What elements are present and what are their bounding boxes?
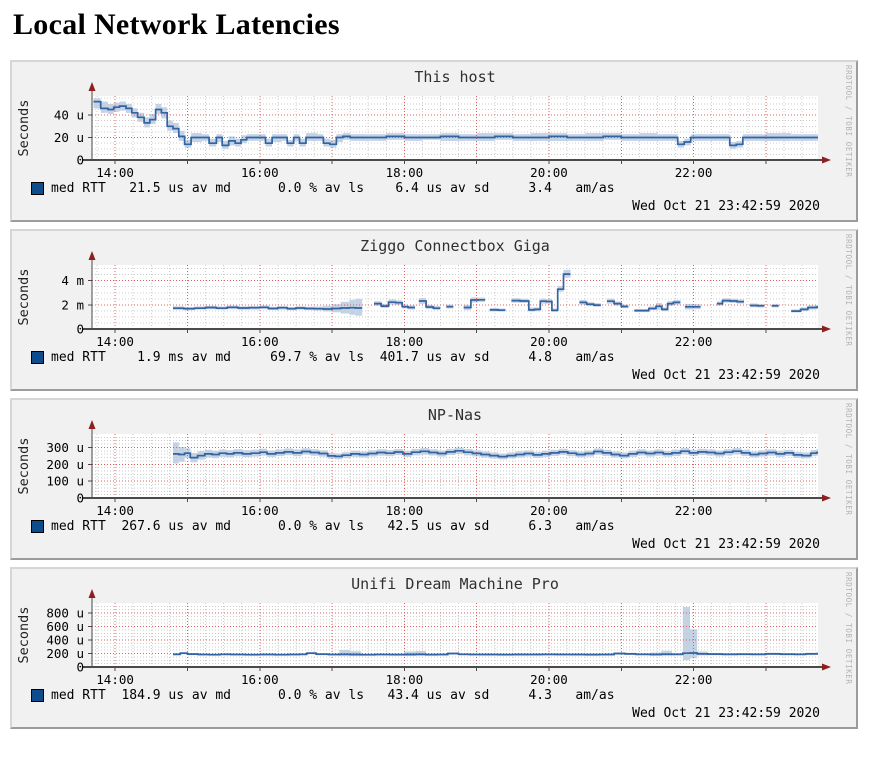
rrdtool-credit: RRDTOOL / TOBI OETIKER — [844, 403, 853, 516]
chart-date: Wed Oct 21 23:42:59 2020 — [632, 706, 820, 721]
chart-plot: 0 2 m 4 m 14:00 16:00 18:00 20:00 22:00 Seconds — [16, 251, 831, 349]
x-tick-label: 18:00 — [386, 334, 424, 349]
legend-text: med RTT 1.9 ms av md 69.7 % av ls 401.7 … — [51, 350, 615, 365]
plot-canvas — [92, 96, 818, 160]
y-tick-label: 200 u — [46, 646, 84, 661]
y-tick-label: 0 — [76, 322, 84, 337]
latency-graph-panel[interactable]: 0 20 u 40 u 14:00 16:00 18:00 20:00 22:00 Second… — [10, 60, 858, 222]
y-axis-arrow-icon — [88, 589, 96, 598]
y-tick-label: 800 u — [46, 606, 84, 621]
chart-plot: 0 100 u 200 u 300 u 14:00 16:00 18:00 20:00 22:0… — [16, 420, 831, 518]
x-tick-label: 16:00 — [241, 503, 279, 518]
x-axis-arrow-icon — [822, 156, 831, 164]
y-axis-arrow-icon — [88, 82, 96, 91]
chart-legend: med RTT 21.5 us av md 0.0 % av ls 6.4 us… — [31, 181, 615, 196]
median-line — [173, 449, 818, 459]
y-tick-label: 200 u — [46, 457, 84, 472]
median-line — [93, 100, 818, 147]
x-tick-label: 20:00 — [530, 672, 568, 687]
chart-legend: med RTT 184.9 us av md 0.0 % av ls 43.4 … — [31, 688, 615, 703]
x-tick-label: 18:00 — [386, 672, 424, 687]
x-axis-arrow-icon — [822, 663, 831, 671]
x-tick-label: 14:00 — [96, 503, 134, 518]
chart-title: Ziggo Connectbox Giga — [360, 237, 550, 255]
charts-container: 0 20 u 40 u 14:00 16:00 18:00 20:00 22:00 Second… — [0, 60, 869, 729]
chart-date: Wed Oct 21 23:42:59 2020 — [632, 368, 820, 383]
y-tick-label: 4 m — [61, 273, 84, 288]
y-tick-label: 0 — [76, 153, 84, 168]
median-swatch-icon — [31, 351, 44, 364]
chart-title: NP-Nas — [427, 406, 483, 424]
y-tick-label: 0 — [76, 660, 84, 675]
y-axis-title: Seconds — [16, 438, 32, 495]
x-tick-label: 14:00 — [96, 334, 134, 349]
y-tick-label: 40 u — [54, 108, 84, 123]
legend-text: med RTT 184.9 us av md 0.0 % av ls 43.4 … — [51, 688, 615, 703]
page-title: Local Network Latencies — [13, 8, 340, 41]
y-tick-label: 600 u — [46, 619, 84, 634]
rrdtool-credit: RRDTOOL / TOBI OETIKER — [844, 572, 853, 685]
y-axis-arrow-icon — [88, 251, 96, 260]
x-tick-label: 22:00 — [675, 165, 713, 180]
legend-text: med RTT 267.6 us av md 0.0 % av ls 42.5 … — [51, 519, 615, 534]
x-tick-label: 16:00 — [241, 334, 279, 349]
chart-plot: 0 20 u 40 u 14:00 16:00 18:00 20:00 22:00 Second… — [16, 82, 831, 180]
x-tick-label: 22:00 — [675, 334, 713, 349]
y-tick-label: 20 u — [54, 130, 84, 145]
median-line — [173, 652, 818, 656]
legend-text: med RTT 21.5 us av md 0.0 % av ls 6.4 us… — [51, 181, 615, 196]
plot-canvas — [92, 434, 818, 498]
x-axis-arrow-icon — [822, 494, 831, 502]
median-swatch-icon — [31, 182, 44, 195]
chart-legend: med RTT 1.9 ms av md 69.7 % av ls 401.7 … — [31, 350, 615, 365]
x-tick-label: 22:00 — [675, 503, 713, 518]
y-axis-arrow-icon — [88, 420, 96, 429]
x-tick-label: 16:00 — [241, 672, 279, 687]
y-tick-label: 2 m — [61, 297, 84, 312]
chart-legend: med RTT 267.6 us av md 0.0 % av ls 42.5 … — [31, 519, 615, 534]
median-swatch-icon — [31, 520, 44, 533]
y-tick-label: 0 — [76, 491, 84, 506]
y-axis-title: Seconds — [16, 269, 32, 326]
chart-date: Wed Oct 21 23:42:59 2020 — [632, 199, 820, 214]
x-tick-label: 18:00 — [386, 165, 424, 180]
x-tick-label: 20:00 — [530, 334, 568, 349]
y-tick-label: 100 u — [46, 474, 84, 489]
y-tick-label: 300 u — [46, 440, 84, 455]
chart-title: Unifi Dream Machine Pro — [351, 575, 559, 593]
y-tick-label: 400 u — [46, 633, 84, 648]
median-line — [173, 273, 818, 312]
chart-title: This host — [414, 68, 496, 86]
plot-canvas — [92, 265, 818, 329]
x-tick-label: 16:00 — [241, 165, 279, 180]
x-axis-arrow-icon — [822, 325, 831, 333]
x-tick-label: 14:00 — [96, 672, 134, 687]
x-tick-label: 18:00 — [386, 503, 424, 518]
y-axis-title: Seconds — [16, 100, 32, 157]
latency-graph-panel[interactable]: 0 100 u 200 u 300 u 14:00 16:00 18:00 20:00 22:0… — [10, 398, 858, 560]
rrdtool-credit: RRDTOOL / TOBI OETIKER — [844, 234, 853, 347]
x-tick-label: 20:00 — [530, 165, 568, 180]
median-swatch-icon — [31, 689, 44, 702]
rrdtool-credit: RRDTOOL / TOBI OETIKER — [844, 65, 853, 178]
x-tick-label: 20:00 — [530, 503, 568, 518]
y-axis-title: Seconds — [16, 607, 32, 664]
x-tick-label: 14:00 — [96, 165, 134, 180]
chart-date: Wed Oct 21 23:42:59 2020 — [632, 537, 820, 552]
plot-canvas — [92, 603, 818, 667]
x-tick-label: 22:00 — [675, 672, 713, 687]
latency-graph-panel[interactable]: 0 200 u 400 u 600 u 800 u 14:00 16:00 18:00 20:0… — [10, 567, 858, 729]
